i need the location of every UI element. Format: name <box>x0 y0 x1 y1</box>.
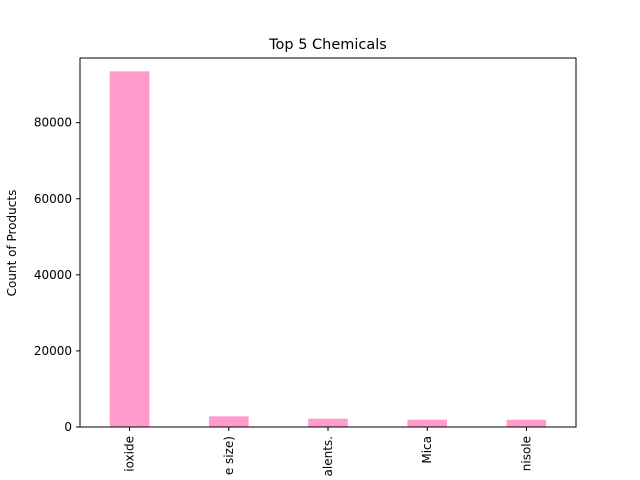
x-tick-label-2: alents. <box>321 436 335 476</box>
x-tick-label-4: nisole <box>519 436 533 471</box>
y-tick-label-4: 80000 <box>34 116 72 130</box>
bar-4 <box>506 419 547 427</box>
bar-1 <box>208 416 249 427</box>
x-axis: ioxide e size) alents. Mica nisole <box>123 427 533 476</box>
x-tick-label-0: ioxide <box>123 436 137 472</box>
x-tick-label-3: Mica <box>420 436 434 464</box>
y-tick-label-0: 0 <box>64 420 72 434</box>
y-tick-label-3: 60000 <box>34 192 72 206</box>
y-tick-label-1: 20000 <box>34 344 72 358</box>
x-tick-label-1: e size) <box>222 436 236 475</box>
y-axis: 0 20000 40000 60000 80000 <box>34 116 80 434</box>
y-tick-label-2: 40000 <box>34 268 72 282</box>
plot-frame <box>79 57 577 428</box>
bar-0 <box>109 71 150 428</box>
bar-3 <box>407 419 448 427</box>
y-axis-label: Count of Products <box>5 190 19 297</box>
bars-group <box>109 71 547 428</box>
bar-2 <box>308 418 348 427</box>
chart-title: Top 5 Chemicals <box>268 37 387 53</box>
